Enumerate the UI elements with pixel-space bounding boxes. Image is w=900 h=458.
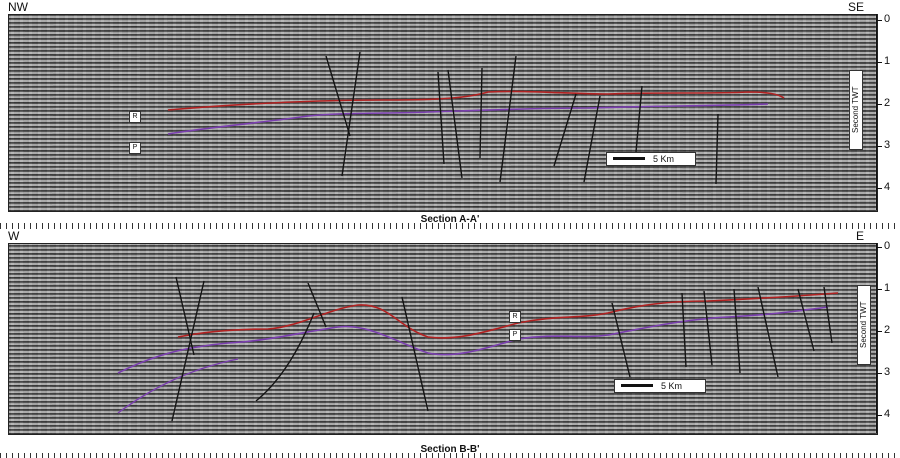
axis-tick — [877, 289, 882, 290]
twt-axis-b: 0 1 2 3 4 — [876, 240, 900, 433]
axis-tick-label: 1 — [884, 282, 891, 294]
scale-bar-line — [621, 384, 653, 387]
horizon-p-line — [167, 103, 769, 135]
axis-tick — [877, 415, 882, 416]
horizon-tag-r: R — [129, 111, 141, 123]
seismic-section-a: NW SE R P 5 Km Second TWT 0 1 — [0, 0, 900, 229]
axis-tick-label: 3 — [884, 139, 891, 151]
fault-line — [681, 292, 687, 368]
axis-tick-label: 0 — [884, 240, 891, 252]
fault-line — [255, 312, 315, 402]
section-title-text: Section A-A' — [417, 214, 483, 225]
scale-bar-a: 5 Km — [606, 152, 696, 166]
axis-tick-label: 3 — [884, 366, 891, 378]
fault-line — [307, 282, 327, 328]
interpretation-overlay-a — [167, 51, 785, 185]
horizon-tag-p: P — [129, 142, 141, 154]
axis-tick — [877, 104, 882, 105]
axis-tick-label: 1 — [884, 55, 891, 67]
fault-line — [583, 95, 601, 183]
direction-label-w: W — [8, 229, 20, 243]
axis-tick — [877, 20, 882, 21]
seismic-image-a — [8, 14, 878, 212]
horizon-r-line — [167, 90, 785, 111]
fault-line — [797, 288, 815, 352]
horizon-p-line — [117, 306, 829, 374]
fault-line — [499, 55, 517, 183]
axis-tick — [877, 373, 882, 374]
interpretation-overlay-b — [117, 276, 839, 422]
seismic-image-b — [8, 243, 878, 435]
section-title-text: Section B-B' — [417, 444, 483, 455]
fault-line — [553, 93, 577, 167]
fault-line — [325, 55, 351, 137]
fault-line — [703, 290, 713, 366]
fault-line — [401, 296, 429, 412]
fault-line — [757, 286, 779, 378]
axis-title-twt: Second TWT — [857, 285, 871, 365]
fault-line — [447, 69, 463, 179]
axis-tick-label: 0 — [884, 13, 891, 25]
fault-line — [171, 280, 205, 422]
fault-line — [635, 85, 643, 153]
horizon-tag-r: R — [509, 311, 521, 323]
direction-label-e: E — [855, 229, 864, 243]
fault-line — [437, 71, 445, 165]
axis-tick — [877, 247, 882, 248]
axis-tick — [877, 146, 882, 147]
twt-axis-a: 0 1 2 3 4 — [876, 14, 900, 210]
scale-bar-b: 5 Km — [614, 379, 706, 393]
scale-label: 5 Km — [661, 381, 683, 391]
axis-tick-label: 2 — [884, 97, 891, 109]
axis-tick-label: 4 — [884, 181, 891, 193]
ruler-marks — [0, 223, 900, 229]
direction-label-nw: NW — [8, 0, 28, 14]
axis-tick — [877, 331, 882, 332]
section-title-b: Section B-B' — [0, 444, 900, 455]
fault-line — [733, 288, 741, 374]
fault-line — [611, 302, 631, 378]
section-title-a: Section A-A' — [0, 214, 900, 225]
axis-title-twt: Second TWT — [849, 70, 863, 150]
seismic-section-b: W E R P 5 Km Second TWT — [0, 229, 900, 458]
axis-tick-label: 4 — [884, 408, 891, 420]
direction-label-se: SE — [847, 0, 864, 14]
fault-line — [715, 113, 719, 185]
horizon-tag-p: P — [509, 329, 521, 341]
axis-tick — [877, 188, 882, 189]
ruler-marks — [0, 453, 900, 458]
scale-bar-line — [613, 157, 645, 160]
axis-tick-label: 2 — [884, 324, 891, 336]
fault-line — [341, 51, 361, 177]
horizon-p-line — [117, 358, 239, 414]
fault-line — [175, 276, 195, 356]
fault-line — [823, 286, 833, 344]
horizon-r-line — [177, 292, 839, 339]
fault-line — [479, 67, 483, 159]
axis-tick — [877, 62, 882, 63]
scale-label: 5 Km — [653, 154, 675, 164]
